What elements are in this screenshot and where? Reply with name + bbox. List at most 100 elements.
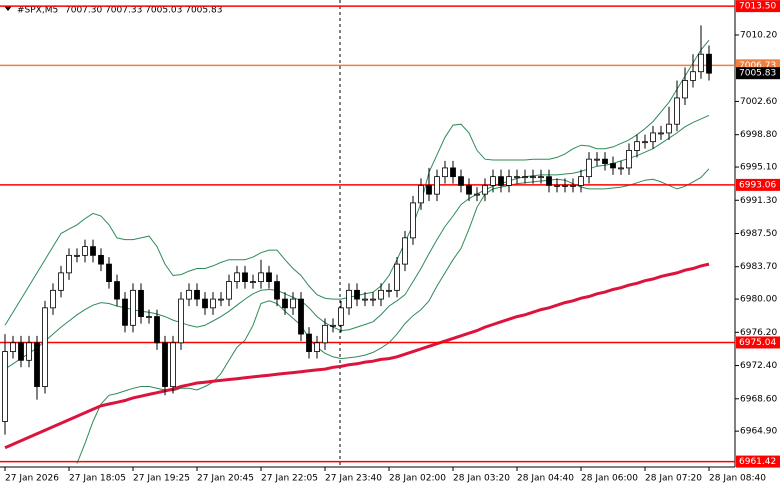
candle-body (282, 298, 288, 309)
candle-body (202, 298, 208, 309)
candle-body (42, 307, 48, 387)
candle-body (458, 176, 464, 186)
candle-body (226, 281, 232, 300)
y-tick-label: 7010.20 (740, 30, 777, 40)
candle-body (394, 263, 400, 291)
x-tick-label: 28 Jan 08:40 (709, 474, 766, 484)
candle-body (106, 263, 112, 282)
candle-body (74, 254, 80, 257)
x-tick-label: 27 Jan 2026 (5, 474, 59, 484)
candle-body (194, 289, 200, 300)
candle-body (586, 158, 592, 178)
candle-body (450, 167, 456, 178)
x-tick-label: 27 Jan 20:45 (197, 474, 254, 484)
candle-body (410, 202, 416, 239)
candle-body (426, 185, 432, 195)
candle-body (626, 150, 632, 169)
y-tick-label: 6972.40 (740, 361, 777, 371)
candle-body (218, 298, 224, 301)
candle-body (122, 298, 128, 326)
y-tick-label: 6998.80 (740, 130, 777, 140)
candle-body (274, 281, 280, 300)
candle-body (170, 342, 176, 387)
candle-body (594, 158, 600, 161)
candle-body (378, 289, 384, 300)
candle-body (506, 176, 512, 186)
candle-body (338, 307, 344, 326)
candle-body (266, 272, 272, 282)
candle-body (98, 254, 104, 265)
candle-body (602, 158, 608, 164)
candle-body (58, 272, 64, 291)
level-label-box (736, 455, 780, 468)
candle-body (130, 289, 136, 326)
candle-body (210, 298, 216, 309)
candle-body (34, 342, 40, 387)
candle-body (258, 272, 264, 282)
candle-body (50, 289, 56, 309)
candle-body (538, 176, 544, 179)
candle-body (250, 281, 256, 283)
x-tick-label: 28 Jan 07:20 (645, 474, 702, 484)
candle-body (522, 176, 528, 179)
level-label: 7006.73 (739, 61, 776, 71)
x-tick-label: 28 Jan 06:00 (581, 474, 638, 484)
candle-body (138, 289, 144, 317)
level-label-box (736, 178, 780, 191)
candle-body (674, 97, 680, 125)
candle-body (658, 132, 664, 135)
price-label-box (736, 67, 780, 80)
candle-body (330, 324, 336, 327)
candle-body (482, 185, 488, 195)
level-label: 6961.42 (739, 457, 776, 467)
candle-body (362, 298, 368, 301)
candle-body (26, 342, 32, 361)
candle-body (402, 237, 408, 265)
candle-body (634, 141, 640, 151)
menu-arrow (4, 6, 12, 11)
candle-body (178, 298, 184, 344)
x-tick-label: 28 Jan 02:00 (389, 474, 446, 484)
candle-body (322, 324, 328, 344)
level-label: 7013.50 (739, 2, 776, 12)
candle-body (386, 289, 392, 292)
candle-body (354, 289, 360, 300)
level-label: 6975.04 (739, 338, 776, 348)
y-tick-label: 6995.10 (740, 163, 777, 173)
chart-subtitle: 7007.30 7007.33 7005.03 7005.83 (65, 6, 222, 16)
candle-body (666, 123, 672, 134)
candle-body (698, 53, 704, 73)
x-tick-label: 28 Jan 04:40 (517, 474, 574, 484)
candle-body (162, 342, 168, 387)
price-label: 7005.83 (739, 69, 776, 79)
y-tick-label: 6968.60 (740, 394, 777, 404)
y-tick-label: 6987.50 (740, 229, 777, 239)
x-tick-label: 27 Jan 22:05 (261, 474, 318, 484)
level-label-box (736, 336, 780, 349)
candle-body (682, 80, 688, 99)
candle-body (618, 167, 624, 170)
y-tick-label: 6964.90 (740, 427, 777, 437)
x-tick-label: 28 Jan 03:20 (453, 474, 510, 484)
x-tick-label: 27 Jan 19:25 (133, 474, 190, 484)
candle-body (154, 316, 160, 344)
candle-body (474, 193, 480, 196)
level-label: 6993.06 (739, 180, 776, 190)
candle-body (706, 53, 712, 74)
candle-body (530, 176, 536, 179)
candle-body (346, 289, 352, 309)
y-tick-label: 6976.20 (740, 328, 777, 338)
candle-body (490, 176, 496, 186)
candle-body (66, 254, 72, 274)
candle-body (650, 132, 656, 143)
candle-body (442, 167, 448, 178)
y-tick-label: 6983.70 (740, 262, 777, 272)
candle-body (370, 298, 376, 301)
moving-average (4, 262, 710, 450)
candle-body (570, 185, 576, 187)
candle-body (234, 272, 240, 282)
y-tick-label: 6980.00 (740, 295, 777, 305)
candle-body (314, 342, 320, 352)
x-tick-label: 27 Jan 23:40 (325, 474, 382, 484)
